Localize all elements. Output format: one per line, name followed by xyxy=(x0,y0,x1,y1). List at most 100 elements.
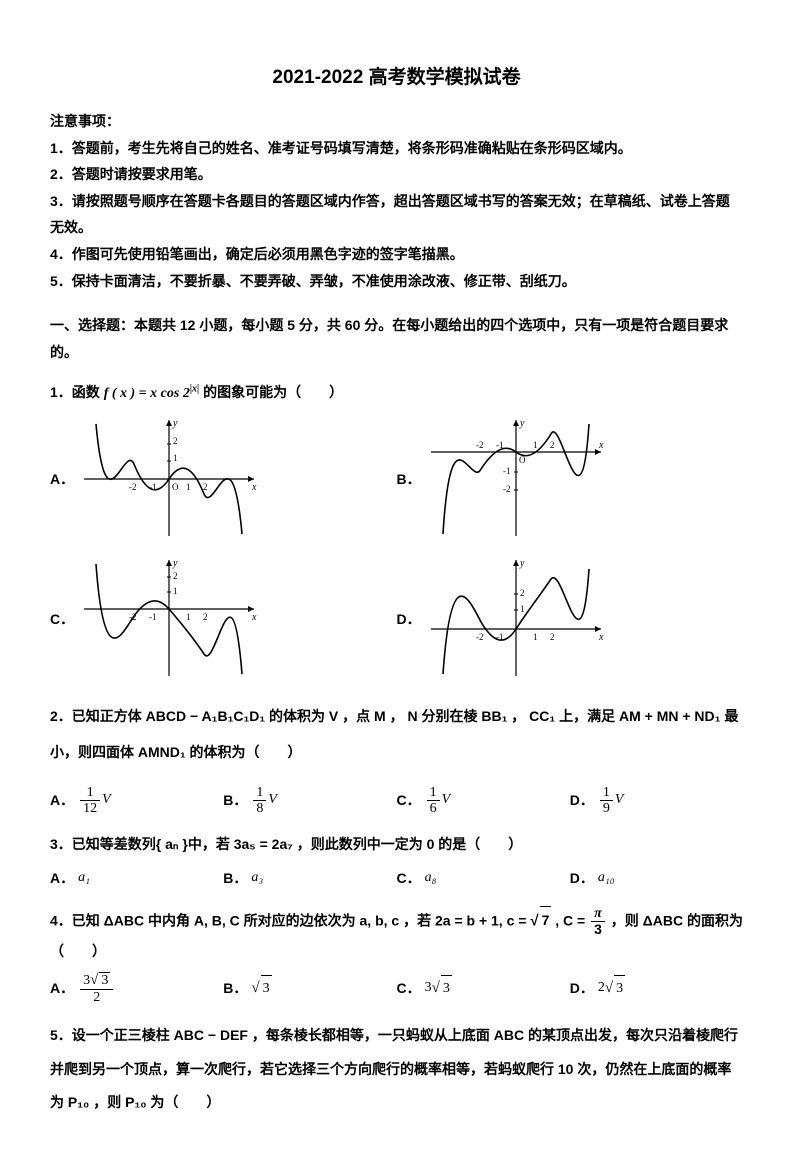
suffix: V xyxy=(442,787,451,814)
q4-option-B: B．√3 xyxy=(223,972,396,1005)
svg-text:y: y xyxy=(519,558,525,569)
val: a₁₀ xyxy=(598,865,615,892)
label: A． xyxy=(50,865,78,892)
label: D． xyxy=(570,787,598,814)
q1-exp: |x| xyxy=(190,384,199,395)
q2-option-C: C．16V xyxy=(397,785,570,817)
fraction: 16 xyxy=(427,785,440,817)
label: C． xyxy=(397,865,425,892)
q4-option-D: D．2√3 xyxy=(570,972,743,1005)
label: C． xyxy=(397,975,425,1002)
svg-text:-1: -1 xyxy=(149,612,157,622)
q3-stem: 3．已知等差数列{ aₙ }中，若 3a₅ = 2a₇ ，则此数列中一定为 0 … xyxy=(50,831,743,858)
instruction-item: 2．答题时请按要求用笔。 xyxy=(50,161,743,188)
q1-graphs-row2: C． y x -2-1 12 12 D． y x -2-1 12 12 xyxy=(50,554,743,684)
svg-text:x: x xyxy=(251,482,257,493)
svg-text:2: 2 xyxy=(203,612,208,622)
q3-option-A: A．a₁ xyxy=(50,865,223,892)
q4-mid: , C = xyxy=(551,912,589,928)
suffix: V xyxy=(102,787,111,814)
suffix: V xyxy=(615,787,624,814)
suffix: V xyxy=(268,787,277,814)
svg-text:1: 1 xyxy=(533,632,538,642)
q1-stem: 1．函数 f ( x ) = x cos 2|x| 的图象可能为（ ） xyxy=(50,379,743,408)
q3-option-C: C．a₈ xyxy=(397,865,570,892)
graph-D-icon: y x -2-1 12 12 xyxy=(423,554,608,684)
svg-text:2: 2 xyxy=(520,588,525,598)
q1-prefix: 1．函数 xyxy=(50,384,104,400)
q5-stem: 5．设一个正三棱柱 ABC − DEF ，每条棱长都相等，一只蚂蚁从上底面 AB… xyxy=(50,1019,743,1120)
svg-text:y: y xyxy=(172,418,178,429)
q3-options: A．a₁ B．a₃ C．a₈ D．a₁₀ xyxy=(50,865,743,892)
svg-text:2: 2 xyxy=(203,482,208,492)
svg-text:2: 2 xyxy=(173,436,178,446)
graph-C-icon: y x -2-1 12 12 xyxy=(76,554,261,684)
num: π xyxy=(591,906,605,922)
q2-options: A．112V B．18V C．16V D．19V xyxy=(50,785,743,817)
rad: 3 xyxy=(261,975,272,1003)
den: 8 xyxy=(253,801,266,816)
label: C． xyxy=(397,787,425,814)
q1-option-D: D． y x -2-1 12 12 xyxy=(397,554,744,684)
option-label-D: D． xyxy=(397,606,423,633)
coef: 2 xyxy=(598,975,605,1002)
graph-B-icon: y x -2-1 O 12 -1-2 xyxy=(423,414,608,544)
svg-text:-1: -1 xyxy=(503,466,511,476)
radical-icon: √ xyxy=(251,974,259,1003)
svg-text:-2: -2 xyxy=(476,632,484,642)
q4-options: A． 3√3 2 B．√3 C．3√3 D．2√3 xyxy=(50,972,743,1005)
den: 6 xyxy=(427,801,440,816)
label: D． xyxy=(570,975,598,1002)
svg-text:x: x xyxy=(251,612,257,623)
svg-text:O: O xyxy=(519,455,526,465)
label: A． xyxy=(50,787,78,814)
svg-text:1: 1 xyxy=(520,604,525,614)
fraction: π3 xyxy=(591,906,605,938)
svg-text:-2: -2 xyxy=(129,482,137,492)
q2-option-B: B．18V xyxy=(223,785,396,817)
radical-icon: √ xyxy=(605,974,613,1003)
svg-text:1: 1 xyxy=(173,453,178,463)
num: 1 xyxy=(253,785,266,801)
num: 1 xyxy=(427,785,440,801)
svg-text:O: O xyxy=(172,482,179,492)
fraction: 18 xyxy=(253,785,266,817)
svg-text:x: x xyxy=(598,632,604,643)
label: B． xyxy=(223,787,251,814)
fraction: 112 xyxy=(80,785,100,817)
q4-option-C: C．3√3 xyxy=(397,972,570,1005)
svg-text:2: 2 xyxy=(550,632,555,642)
radical-icon: √ xyxy=(530,912,538,929)
q1-option-A: A． y x -2-1 O 12 12 xyxy=(50,414,397,544)
label: B． xyxy=(223,975,251,1002)
q3-option-B: B．a₃ xyxy=(223,865,396,892)
option-label-C: C． xyxy=(50,606,76,633)
den: 12 xyxy=(80,801,100,816)
fraction: 19 xyxy=(600,785,613,817)
instruction-item: 3．请按照题号顺序在答题卡各题目的答题区域内作答，超出答题区域书写的答案无效；在… xyxy=(50,188,743,241)
fraction: 3√3 2 xyxy=(80,972,113,1005)
q2-stem: 2．已知正方体 ABCD − A₁B₁C₁D₁ 的体积为 V ，点 M ， N … xyxy=(50,698,743,771)
den: 9 xyxy=(600,801,613,816)
q2-option-D: D．19V xyxy=(570,785,743,817)
num: 1 xyxy=(80,785,100,801)
q3-option-D: D．a₁₀ xyxy=(570,865,743,892)
q4-prefix: 4．已知 ΔABC 中内角 A, B, C 所对应的边依次为 a, b, c ，… xyxy=(50,912,530,928)
den: 2 xyxy=(80,990,113,1005)
exam-title: 2021-2022 高考数学模拟试卷 xyxy=(50,60,743,96)
c-val: 7 xyxy=(540,906,552,934)
q4-option-A: A． 3√3 2 xyxy=(50,972,223,1005)
svg-text:x: x xyxy=(598,440,604,451)
svg-text:1: 1 xyxy=(173,586,178,596)
q1-suffix: 的图象可能为（ ） xyxy=(199,384,343,400)
section-heading: 一、选择题：本题共 12 小题，每小题 5 分，共 60 分。在每小题给出的四个… xyxy=(50,312,743,365)
label: B． xyxy=(223,865,251,892)
rad: 3 xyxy=(99,972,110,988)
radical-icon: √ xyxy=(90,972,98,988)
val: a₃ xyxy=(251,865,263,892)
val: a₈ xyxy=(425,865,437,892)
instructions-heading: 注意事项： xyxy=(50,108,743,135)
q1-option-B: B． y x -2-1 O 12 -1-2 xyxy=(397,414,744,544)
q2-option-A: A．112V xyxy=(50,785,223,817)
q1-math: f ( x ) = x cos 2 xyxy=(104,386,190,401)
